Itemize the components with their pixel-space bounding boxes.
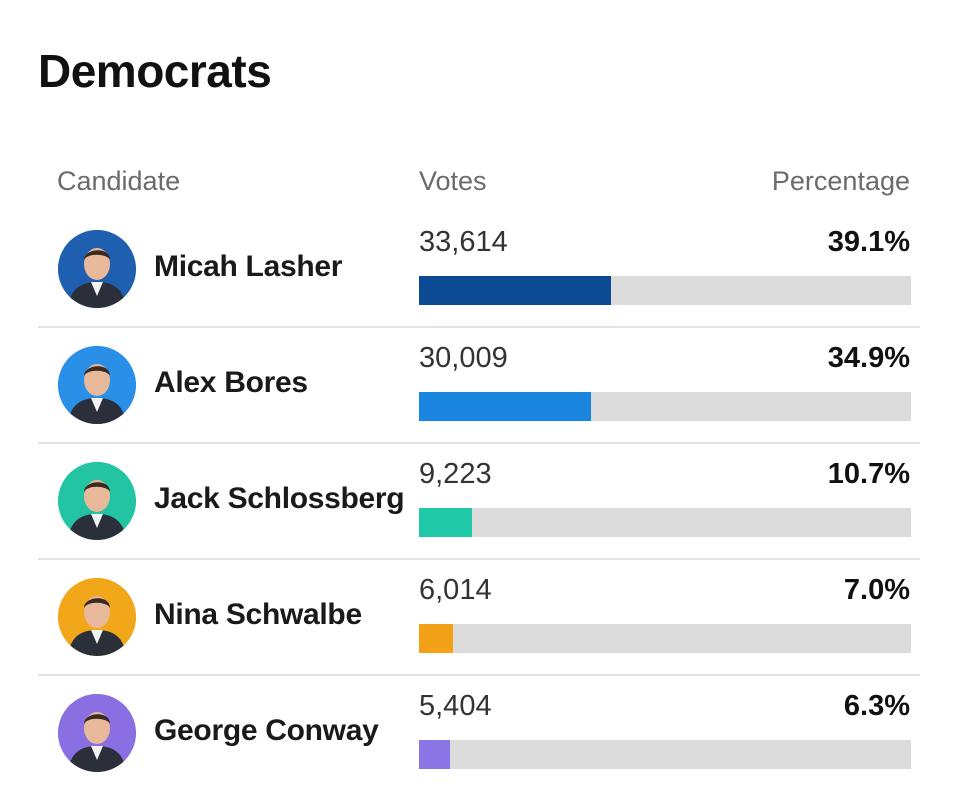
bar-track xyxy=(419,624,911,653)
vote-count: 9,223 xyxy=(419,458,492,490)
vote-percentage: 7.0% xyxy=(843,574,910,606)
candidate-row: Alex Bores 30,009 34.9% xyxy=(0,328,977,444)
vote-count: 30,009 xyxy=(419,342,508,374)
row-divider xyxy=(38,558,920,560)
candidate-name: George Conway xyxy=(154,714,379,747)
bar-fill xyxy=(419,508,472,537)
bar-fill xyxy=(419,624,453,653)
candidate-name: Micah Lasher xyxy=(154,250,343,283)
vote-percentage: 6.3% xyxy=(843,690,910,722)
vote-count: 6,014 xyxy=(419,574,492,606)
bar-fill xyxy=(419,740,450,769)
vote-count: 5,404 xyxy=(419,690,492,722)
candidate-photo-icon xyxy=(58,346,136,424)
row-divider xyxy=(38,674,920,676)
candidate-photo-icon xyxy=(58,462,136,540)
row-divider xyxy=(38,326,920,328)
bar-track xyxy=(419,740,911,769)
candidate-photo-icon xyxy=(58,694,136,772)
bar-fill xyxy=(419,276,611,305)
bar-track xyxy=(419,508,911,537)
vote-percentage: 10.7% xyxy=(827,458,910,490)
row-divider xyxy=(38,442,920,444)
vote-percentage: 34.9% xyxy=(827,342,910,374)
header-percentage: Percentage xyxy=(771,166,910,196)
header-votes: Votes xyxy=(419,166,487,196)
candidate-row: George Conway 5,404 6.3% xyxy=(0,676,977,792)
candidate-row: Nina Schwalbe 6,014 7.0% xyxy=(0,560,977,676)
header-candidate: Candidate xyxy=(57,166,181,196)
page-title: Democrats xyxy=(38,45,272,97)
candidate-name: Jack Schlossberg xyxy=(154,482,405,515)
candidate-row: Jack Schlossberg 9,223 10.7% xyxy=(0,444,977,560)
bar-track xyxy=(419,276,911,305)
vote-percentage: 39.1% xyxy=(827,226,910,258)
table-header: Candidate Votes Percentage xyxy=(0,166,977,206)
candidate-photo-icon xyxy=(58,578,136,656)
bar-fill xyxy=(419,392,591,421)
candidate-row: Micah Lasher 33,614 39.1% xyxy=(0,212,977,328)
candidate-name: Nina Schwalbe xyxy=(154,598,362,631)
bar-track xyxy=(419,392,911,421)
candidate-name: Alex Bores xyxy=(154,366,308,399)
candidate-photo-icon xyxy=(58,230,136,308)
vote-count: 33,614 xyxy=(419,226,508,258)
